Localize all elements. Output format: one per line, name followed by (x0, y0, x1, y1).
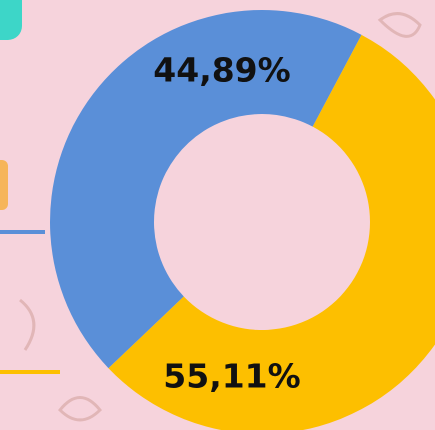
chart: 44,89% 55,11% (0, 0, 435, 430)
decor-tab (0, 160, 8, 210)
data-label: 55,11% (163, 357, 300, 396)
decor-tab (0, 0, 22, 40)
data-label: 44,89% (153, 51, 290, 90)
page: {"chart_data": {"type": "donut", "series… (0, 0, 435, 430)
